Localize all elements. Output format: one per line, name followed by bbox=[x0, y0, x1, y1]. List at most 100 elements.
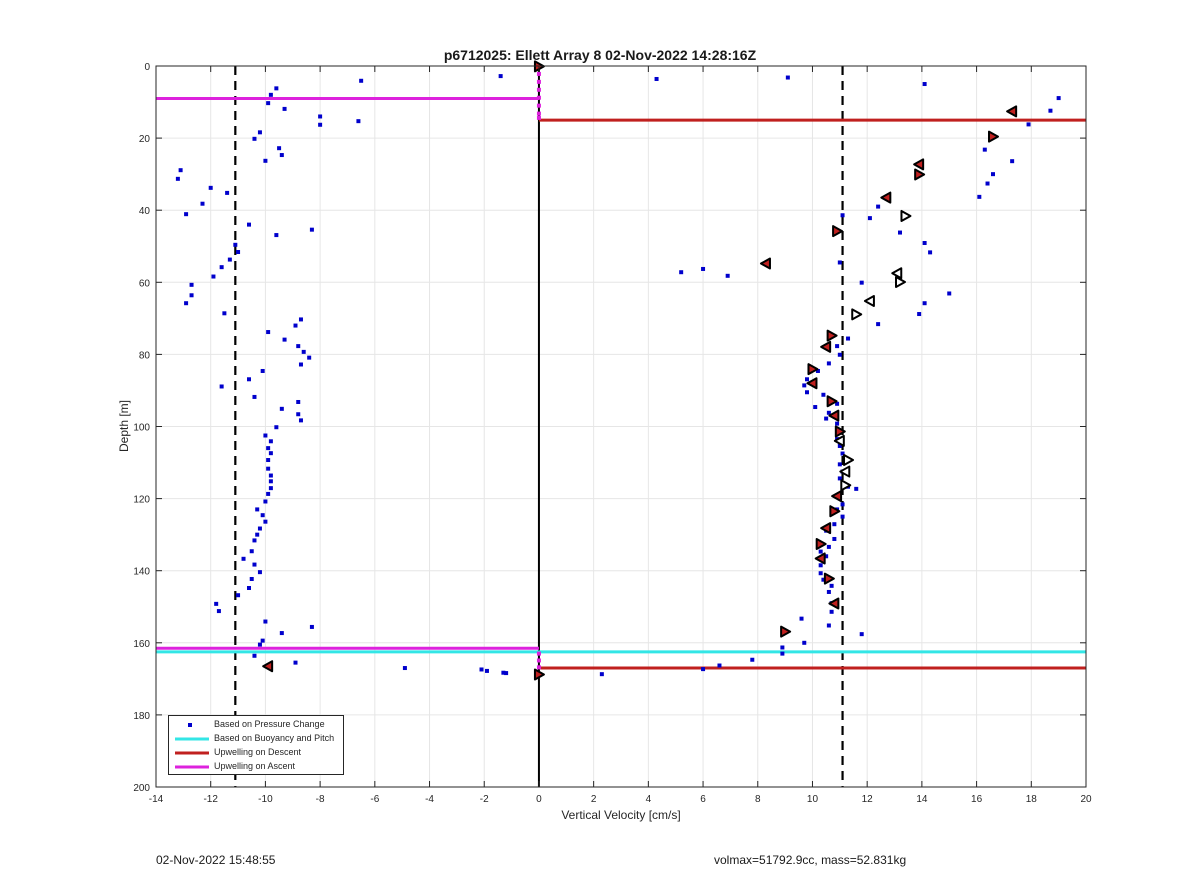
y-tick-label: 60 bbox=[139, 278, 151, 289]
pressure-change-point bbox=[184, 301, 189, 306]
pressure-change-point bbox=[260, 368, 265, 373]
pressure-change-point bbox=[785, 75, 790, 80]
open-triangle-marker bbox=[840, 479, 852, 492]
pressure-change-point bbox=[802, 383, 807, 388]
open-triangle-marker bbox=[863, 295, 875, 308]
pressure-change-point bbox=[247, 377, 251, 382]
pressure-change-point bbox=[835, 344, 840, 349]
legend-line-icon bbox=[175, 765, 209, 769]
descent-triangle-marker bbox=[828, 409, 840, 422]
pressure-change-point bbox=[837, 352, 842, 357]
descent-triangle-marker bbox=[815, 538, 827, 551]
pressure-change-point bbox=[484, 668, 489, 673]
pressure-change-point bbox=[249, 576, 254, 581]
pressure-change-point bbox=[263, 158, 268, 163]
legend-line-icon bbox=[175, 751, 209, 755]
pressure-change-point bbox=[840, 502, 845, 507]
pressure-change-point bbox=[356, 119, 361, 124]
pressure-change-point bbox=[189, 293, 194, 298]
pressure-change-point bbox=[821, 577, 826, 582]
descent-triangle-marker bbox=[831, 490, 843, 503]
pressure-change-point bbox=[679, 270, 684, 275]
y-tick-label: 40 bbox=[139, 206, 151, 217]
pressure-change-point bbox=[268, 479, 273, 484]
pressure-change-point bbox=[1048, 108, 1053, 113]
pressure-change-point bbox=[298, 362, 303, 367]
pressure-change-point bbox=[826, 589, 831, 594]
legend-label: Based on Pressure Change bbox=[214, 719, 325, 729]
pressure-change-point bbox=[184, 212, 189, 217]
pressure-change-point bbox=[268, 486, 273, 491]
descent-triangle-marker bbox=[759, 257, 771, 270]
descent-triangle-marker bbox=[820, 522, 832, 535]
legend-label: Based on Buoyancy and Pitch bbox=[214, 733, 335, 743]
descent-triangle-marker bbox=[828, 597, 840, 610]
y-tick-label: 180 bbox=[133, 711, 150, 722]
pressure-change-point bbox=[279, 631, 284, 636]
y-tick-label: 160 bbox=[133, 639, 150, 650]
pressure-change-point bbox=[859, 632, 864, 637]
legend-item-buoyancy: Based on Buoyancy and Pitch bbox=[169, 732, 343, 746]
pressure-change-point bbox=[701, 667, 706, 672]
descent-triangle-marker bbox=[533, 668, 545, 681]
pressure-change-point bbox=[274, 233, 279, 238]
pressure-change-point bbox=[260, 513, 265, 518]
pressure-change-point bbox=[922, 301, 927, 306]
pressure-change-point bbox=[249, 549, 254, 554]
pressure-change-point bbox=[818, 571, 823, 576]
pressure-change-point bbox=[266, 446, 271, 451]
pressure-change-point bbox=[1010, 159, 1015, 164]
pressure-change-point bbox=[824, 554, 829, 559]
descent-triangle-marker bbox=[1006, 105, 1018, 118]
pressure-change-point bbox=[498, 74, 503, 79]
pressure-change-point bbox=[813, 405, 818, 410]
pressure-change-point bbox=[263, 499, 268, 504]
x-tick-label: -6 bbox=[370, 794, 379, 805]
pressure-change-point bbox=[307, 355, 312, 360]
pressure-change-point bbox=[268, 473, 273, 478]
pressure-change-point bbox=[818, 563, 823, 568]
pressure-change-point bbox=[241, 556, 246, 561]
pressure-change-point bbox=[826, 361, 831, 366]
pressure-change-point bbox=[225, 190, 230, 195]
pressure-change-point bbox=[1056, 96, 1061, 101]
pressure-change-point bbox=[840, 451, 845, 456]
pressure-change-point bbox=[1026, 122, 1031, 127]
pressure-change-point bbox=[917, 312, 922, 317]
pressure-change-point bbox=[252, 394, 257, 399]
pressure-change-point bbox=[837, 476, 842, 481]
y-tick-label: 120 bbox=[133, 495, 150, 506]
descent-triangle-marker bbox=[820, 340, 832, 353]
pressure-change-point bbox=[247, 222, 251, 227]
ascent-point bbox=[536, 651, 541, 656]
pressure-change-point bbox=[840, 514, 845, 519]
y-tick-label: 0 bbox=[144, 62, 150, 73]
pressure-change-point bbox=[178, 168, 183, 173]
pressure-change-point bbox=[802, 640, 807, 645]
triangle-markers bbox=[262, 60, 1018, 681]
y-tick-label: 20 bbox=[139, 134, 151, 145]
descent-triangle-marker bbox=[829, 505, 841, 518]
pressure-change-point bbox=[257, 526, 262, 531]
pressure-change-point bbox=[263, 433, 268, 438]
pressure-change-point bbox=[227, 257, 232, 262]
ascent-point bbox=[536, 111, 541, 116]
pressure-change-point bbox=[837, 260, 842, 265]
open-triangle-marker bbox=[833, 434, 845, 447]
pressure-change-point bbox=[854, 486, 859, 491]
pressure-change-point bbox=[175, 176, 180, 181]
pressure-change-point bbox=[898, 230, 902, 235]
ascent-point bbox=[536, 71, 541, 76]
pressure-change-point bbox=[750, 657, 755, 662]
tick-labels: -14 -12 -10 -8 -6 -4 -2 0 2 4 6 8 10 12 14 16 18 20020406… bbox=[133, 62, 1092, 805]
pressure-change-point bbox=[701, 266, 706, 271]
pressure-change-point bbox=[266, 330, 271, 335]
pressure-change-point bbox=[274, 86, 279, 91]
pressure-change-point bbox=[832, 536, 837, 541]
legend-line-icon bbox=[175, 737, 209, 741]
pressure-change-point bbox=[257, 130, 262, 135]
pressure-change-point bbox=[977, 194, 982, 199]
pressure-change-point bbox=[922, 82, 927, 87]
pressure-change-point bbox=[293, 660, 298, 665]
pressure-change-point bbox=[263, 519, 268, 524]
